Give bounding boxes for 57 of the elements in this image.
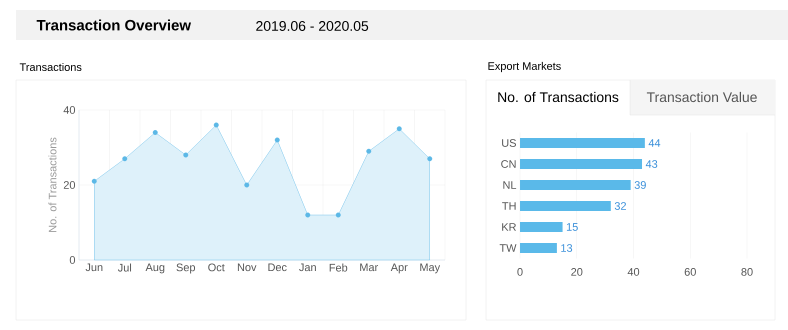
y-tick-label: NL [503, 181, 516, 189]
x-tick-label: 40 [628, 268, 640, 276]
chart-subtitle: No. of Transactions [498, 92, 618, 102]
x-tick-label: Oct [208, 264, 225, 272]
y-tick-label: 40 [64, 106, 76, 114]
bar [520, 222, 563, 232]
x-tick-label: 60 [684, 268, 696, 276]
y-tick-label: US [502, 139, 516, 147]
data-label: 43 [646, 160, 658, 168]
x-tick-label: Nov [238, 264, 256, 272]
x-tick-label: Dec [268, 264, 287, 272]
x-tick-label: May [420, 264, 440, 274]
text: Transaction Value [646, 92, 757, 102]
x-tick-label: Feb [330, 264, 348, 272]
x-tick-label: Jul [118, 264, 132, 272]
chart-title: Transactions [20, 62, 82, 72]
data-label: 13 [561, 244, 572, 252]
x-tick-label: 20 [571, 268, 582, 276]
y-tick-label: CN [501, 160, 516, 168]
y-tick-label: 20 [64, 181, 76, 189]
text: Transaction Overview [36, 20, 192, 30]
point [305, 212, 310, 218]
bar [520, 201, 611, 211]
point [92, 178, 97, 184]
x-tick-label: 80 [741, 268, 753, 276]
text: 2019.06 - 2020.05 [256, 21, 368, 31]
y-tick-label: TH [502, 202, 516, 210]
point [427, 156, 432, 162]
point [366, 148, 372, 154]
y-tick-label: KR [502, 223, 516, 231]
x-tick-label: 0 [517, 268, 523, 276]
x-tick-label: Aug [146, 264, 164, 274]
point [152, 130, 158, 135]
point [183, 152, 188, 158]
point [214, 122, 219, 128]
x-tick-label: Sep [176, 264, 196, 274]
data-label: 44 [648, 139, 660, 147]
x-tick-label: Mar [360, 264, 378, 272]
data-label: 39 [634, 181, 646, 189]
x-tick-label: Jan [299, 264, 316, 272]
point [336, 212, 341, 218]
x-tick-label: Apr [390, 264, 408, 274]
y-axis-title: No. of Transactions [48, 138, 56, 232]
bar [520, 243, 557, 253]
data-label: 32 [614, 202, 626, 210]
point [274, 138, 280, 142]
x-tick-label: Jun [86, 264, 102, 272]
y-tick-label: 0 [70, 256, 76, 264]
bar [520, 138, 645, 148]
bar [520, 180, 631, 190]
y-tick-label: TW [500, 244, 516, 252]
bar [520, 159, 642, 169]
chart-title: Export Markets [488, 62, 561, 72]
point [244, 182, 250, 188]
point [122, 156, 128, 162]
data-label: 15 [566, 223, 578, 231]
point [396, 126, 402, 132]
